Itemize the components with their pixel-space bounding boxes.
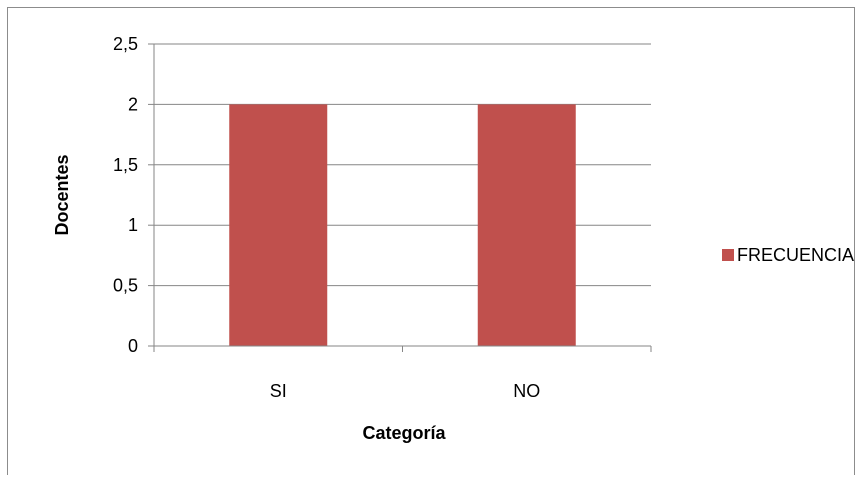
bar-chart: 0 0,5 1 1,5 2 2,5 SI NO Docentes Categoría FREC… [52, 34, 854, 443]
gridlines [154, 43, 651, 287]
x-tick-label: SI [270, 381, 287, 401]
legend: FRECUENCIA [722, 245, 854, 265]
y-tick-label: 2 [128, 94, 138, 114]
legend-swatch [722, 249, 734, 261]
x-axis-title: Categoría [362, 423, 446, 443]
y-tick-label: 2,5 [113, 34, 138, 54]
legend-label: FRECUENCIA [737, 245, 854, 265]
tick-labels: 0 0,5 1 1,5 2 2,5 SI NO [113, 34, 540, 401]
y-tick-label: 1 [128, 215, 138, 235]
axes [148, 43, 652, 352]
bars [229, 104, 576, 347]
chart-area: 0 0,5 1 1,5 2 2,5 SI NO Docentes Categoría FREC… [7, 7, 855, 475]
y-axis-title: Docentes [52, 154, 72, 235]
bar-no [477, 104, 576, 347]
y-tick-label: 0 [128, 336, 138, 356]
bar-si [229, 104, 328, 347]
y-tick-label: 1,5 [113, 155, 138, 175]
x-tick-label: NO [513, 381, 540, 401]
y-tick-label: 0,5 [113, 276, 138, 296]
